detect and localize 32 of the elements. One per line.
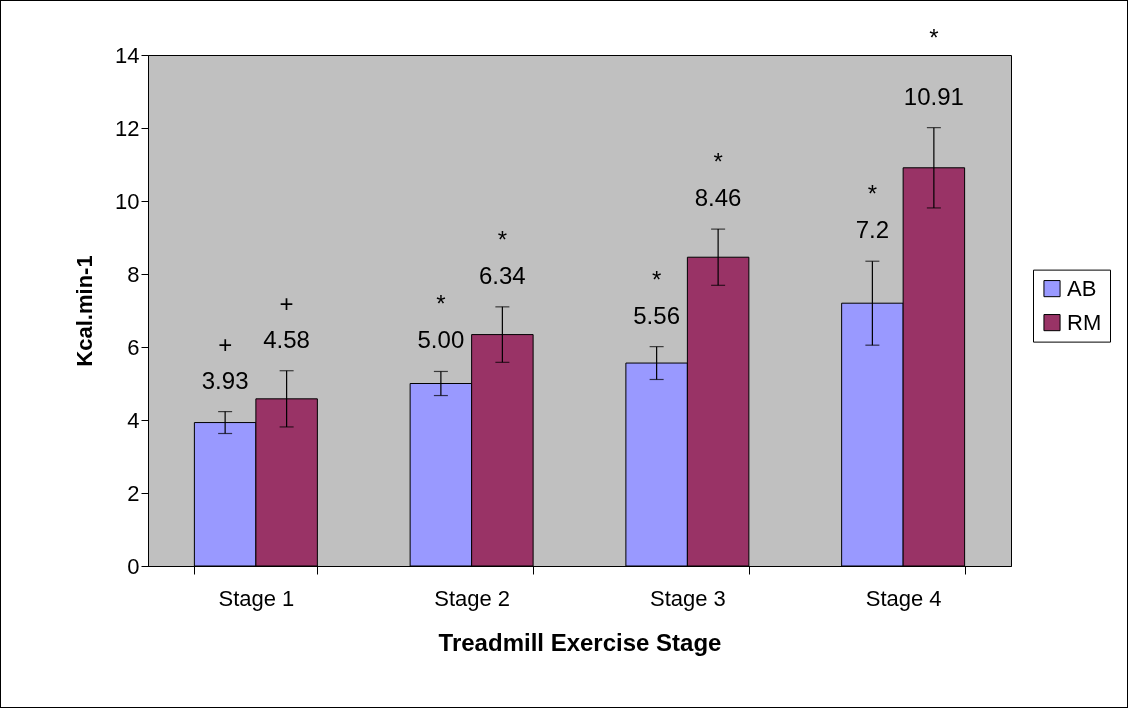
- data-label: 5.56: [633, 301, 680, 329]
- x-tick-label: Stage 2: [434, 585, 511, 611]
- y-tick-label: 14: [115, 42, 140, 68]
- data-label: 5.00: [417, 326, 465, 354]
- x-tick-label: Stage 1: [218, 585, 295, 611]
- y-tick-label: 8: [127, 261, 140, 287]
- data-label: 10.91: [903, 82, 964, 110]
- y-tick-label: 2: [127, 480, 140, 506]
- data-label: 6.34: [479, 261, 526, 289]
- x-tick-label: Stage 3: [649, 585, 726, 611]
- annotation: +: [279, 289, 294, 317]
- y-tick-label: 0: [127, 553, 140, 579]
- annotation: *: [867, 180, 878, 208]
- x-axis-title: Treadmill Exercise Stage: [438, 628, 722, 656]
- annotation: *: [713, 148, 723, 176]
- text: *: [929, 24, 939, 51]
- data-label: 7.2: [855, 216, 890, 244]
- annotation: +: [218, 330, 233, 358]
- y-tick-label: 12: [115, 115, 140, 141]
- y-tick-label: 6: [127, 334, 140, 360]
- data-label: 3.93: [201, 366, 249, 394]
- y-tick-label: 10: [115, 188, 140, 214]
- annotation: *: [651, 265, 662, 293]
- legend-label: RM: [1067, 309, 1102, 335]
- data-label: 4.58: [263, 325, 310, 353]
- legend-label: AB: [1067, 275, 1097, 301]
- y-tick-label: 4: [127, 407, 140, 433]
- annotation: *: [436, 290, 446, 318]
- annotation: *: [497, 225, 508, 253]
- x-tick-label: Stage 4: [865, 585, 942, 611]
- y-axis-title: Kcal.min-1: [72, 255, 98, 367]
- data-label: 8.46: [694, 184, 742, 212]
